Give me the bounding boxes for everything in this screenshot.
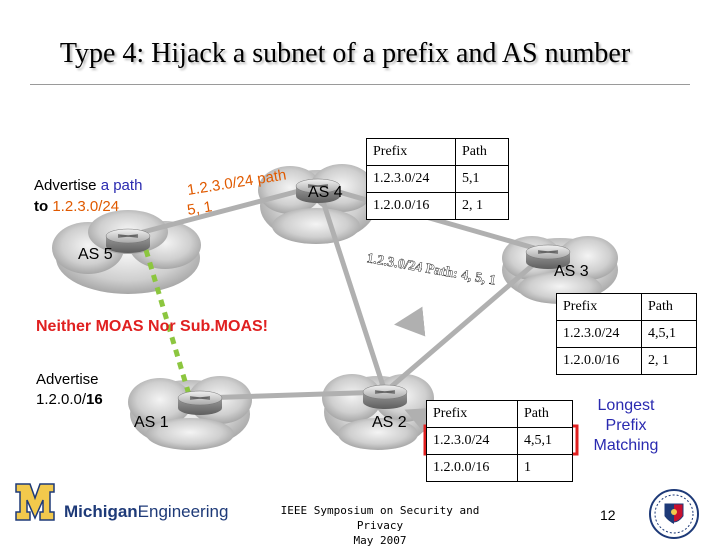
router-as1 xyxy=(177,390,223,415)
link-as3-as2 xyxy=(383,250,550,394)
table-header-row: Prefix Path xyxy=(426,400,573,428)
cell-prefix: 1.2.3.0/24 xyxy=(366,165,456,193)
as4-routing-table: Prefix Path 1.2.3.0/24 5,1 1.2.0.0/16 2,… xyxy=(366,138,509,220)
logo-word-light: Engineering xyxy=(137,502,229,521)
slide-title: Type 4: Hijack a subnet of a prefix and … xyxy=(59,38,631,69)
advertise2-prefix: 1.2.0.0/ xyxy=(36,391,87,408)
longest-word: Longest xyxy=(597,397,655,414)
as2-label: AS 2 xyxy=(372,414,407,431)
header-path: Path xyxy=(455,138,509,166)
as4-cloud xyxy=(258,164,376,244)
link-as5-as4 xyxy=(127,183,319,239)
header-path: Path xyxy=(641,293,697,321)
neither-moas-label: Neither MOAS Nor Sub.MOAS! xyxy=(36,318,269,335)
advertise2-word: Advertise xyxy=(36,371,99,388)
router-as3 xyxy=(525,244,571,269)
cell-prefix: 1.2.0.0/16 xyxy=(426,454,518,482)
as4-label: AS 4 xyxy=(308,184,343,201)
footer-background xyxy=(0,484,720,540)
header-prefix: Prefix xyxy=(366,138,456,166)
advertise-subnet-annotation: Advertise 1.2.0.0/16 xyxy=(36,370,103,410)
symposium-credit: IEEE Symposium on Security and Privacy M… xyxy=(260,503,500,548)
table-row: 1.2.0.0/16 1 xyxy=(426,454,573,482)
cell-prefix: 1.2.3.0/24 xyxy=(556,320,642,348)
header-path: Path xyxy=(517,400,573,428)
table-row: 1.2.3.0/24 5,1 xyxy=(366,165,509,193)
cell-prefix: 1.2.0.0/16 xyxy=(366,192,456,220)
advertise-to-word: to xyxy=(34,198,49,215)
cell-prefix: 1.2.0.0/16 xyxy=(556,347,642,375)
cell-path: 2, 1 xyxy=(455,192,509,220)
longest-prefix-note: Longest Prefix Matching xyxy=(586,396,666,456)
ieee-seal-icon xyxy=(649,489,699,539)
link-arrow xyxy=(394,306,426,337)
table-row: 1.2.0.0/16 2, 1 xyxy=(556,347,697,375)
header-prefix: Prefix xyxy=(426,400,518,428)
cell-path: 4,5,1 xyxy=(517,427,573,455)
cell-path: 5,1 xyxy=(455,165,509,193)
table-row: 1.2.3.0/24 4,5,1 xyxy=(426,427,573,455)
as1-label: AS 1 xyxy=(134,414,169,431)
cell-path: 2, 1 xyxy=(641,347,697,375)
prefix-word: Prefix xyxy=(605,417,647,434)
as2-routing-table: Prefix Path 1.2.3.0/24 4,5,1 1.2.0.0/16 … xyxy=(426,400,573,482)
matching-word: Matching xyxy=(593,437,659,454)
symposium-name: IEEE Symposium on Security and Privacy xyxy=(280,504,480,532)
cell-path: 1 xyxy=(517,454,573,482)
cell-path: 4,5,1 xyxy=(641,320,697,348)
link-as4-as2 xyxy=(315,185,388,393)
block-m-logo xyxy=(15,483,55,521)
table-row: 1.2.3.0/24 4,5,1 xyxy=(556,320,697,348)
page-number: 12 xyxy=(600,507,616,523)
advertise-path-annotation: Advertise a path to 1.2.3.0/24 xyxy=(34,175,142,217)
title-divider xyxy=(30,84,690,85)
slanted-route-path: 5, 1 xyxy=(186,198,213,219)
link-as1-as2 xyxy=(199,389,386,401)
as3-routing-table: Prefix Path 1.2.3.0/24 4,5,1 1.2.0.0/16 … xyxy=(556,293,697,375)
advertise-word: Advertise xyxy=(34,177,97,194)
router-as5 xyxy=(105,228,151,253)
advertise-path-word: a path xyxy=(100,177,143,194)
symposium-date: May 2007 xyxy=(353,534,407,547)
michigan-engineering-logo: MichiganEngineering xyxy=(64,502,228,522)
router-as2 xyxy=(362,384,408,409)
as5-label: AS 5 xyxy=(78,246,113,263)
header-prefix: Prefix xyxy=(556,293,642,321)
logo-word-bold: Michigan xyxy=(64,502,138,521)
advertise-prefix: 1.2.3.0/24 xyxy=(52,198,120,215)
cell-prefix: 1.2.3.0/24 xyxy=(426,427,518,455)
table-row: 1.2.0.0/16 2, 1 xyxy=(366,192,509,220)
router-as4 xyxy=(295,178,341,203)
table-header-row: Prefix Path xyxy=(556,293,697,321)
table-header-row: Prefix Path xyxy=(366,138,509,166)
as4-as3-route-label: 1.2.3.0/24 Path: 4, 5, 1 xyxy=(365,251,497,289)
as3-label: AS 3 xyxy=(554,263,589,280)
advertise2-length: 16 xyxy=(86,391,103,408)
